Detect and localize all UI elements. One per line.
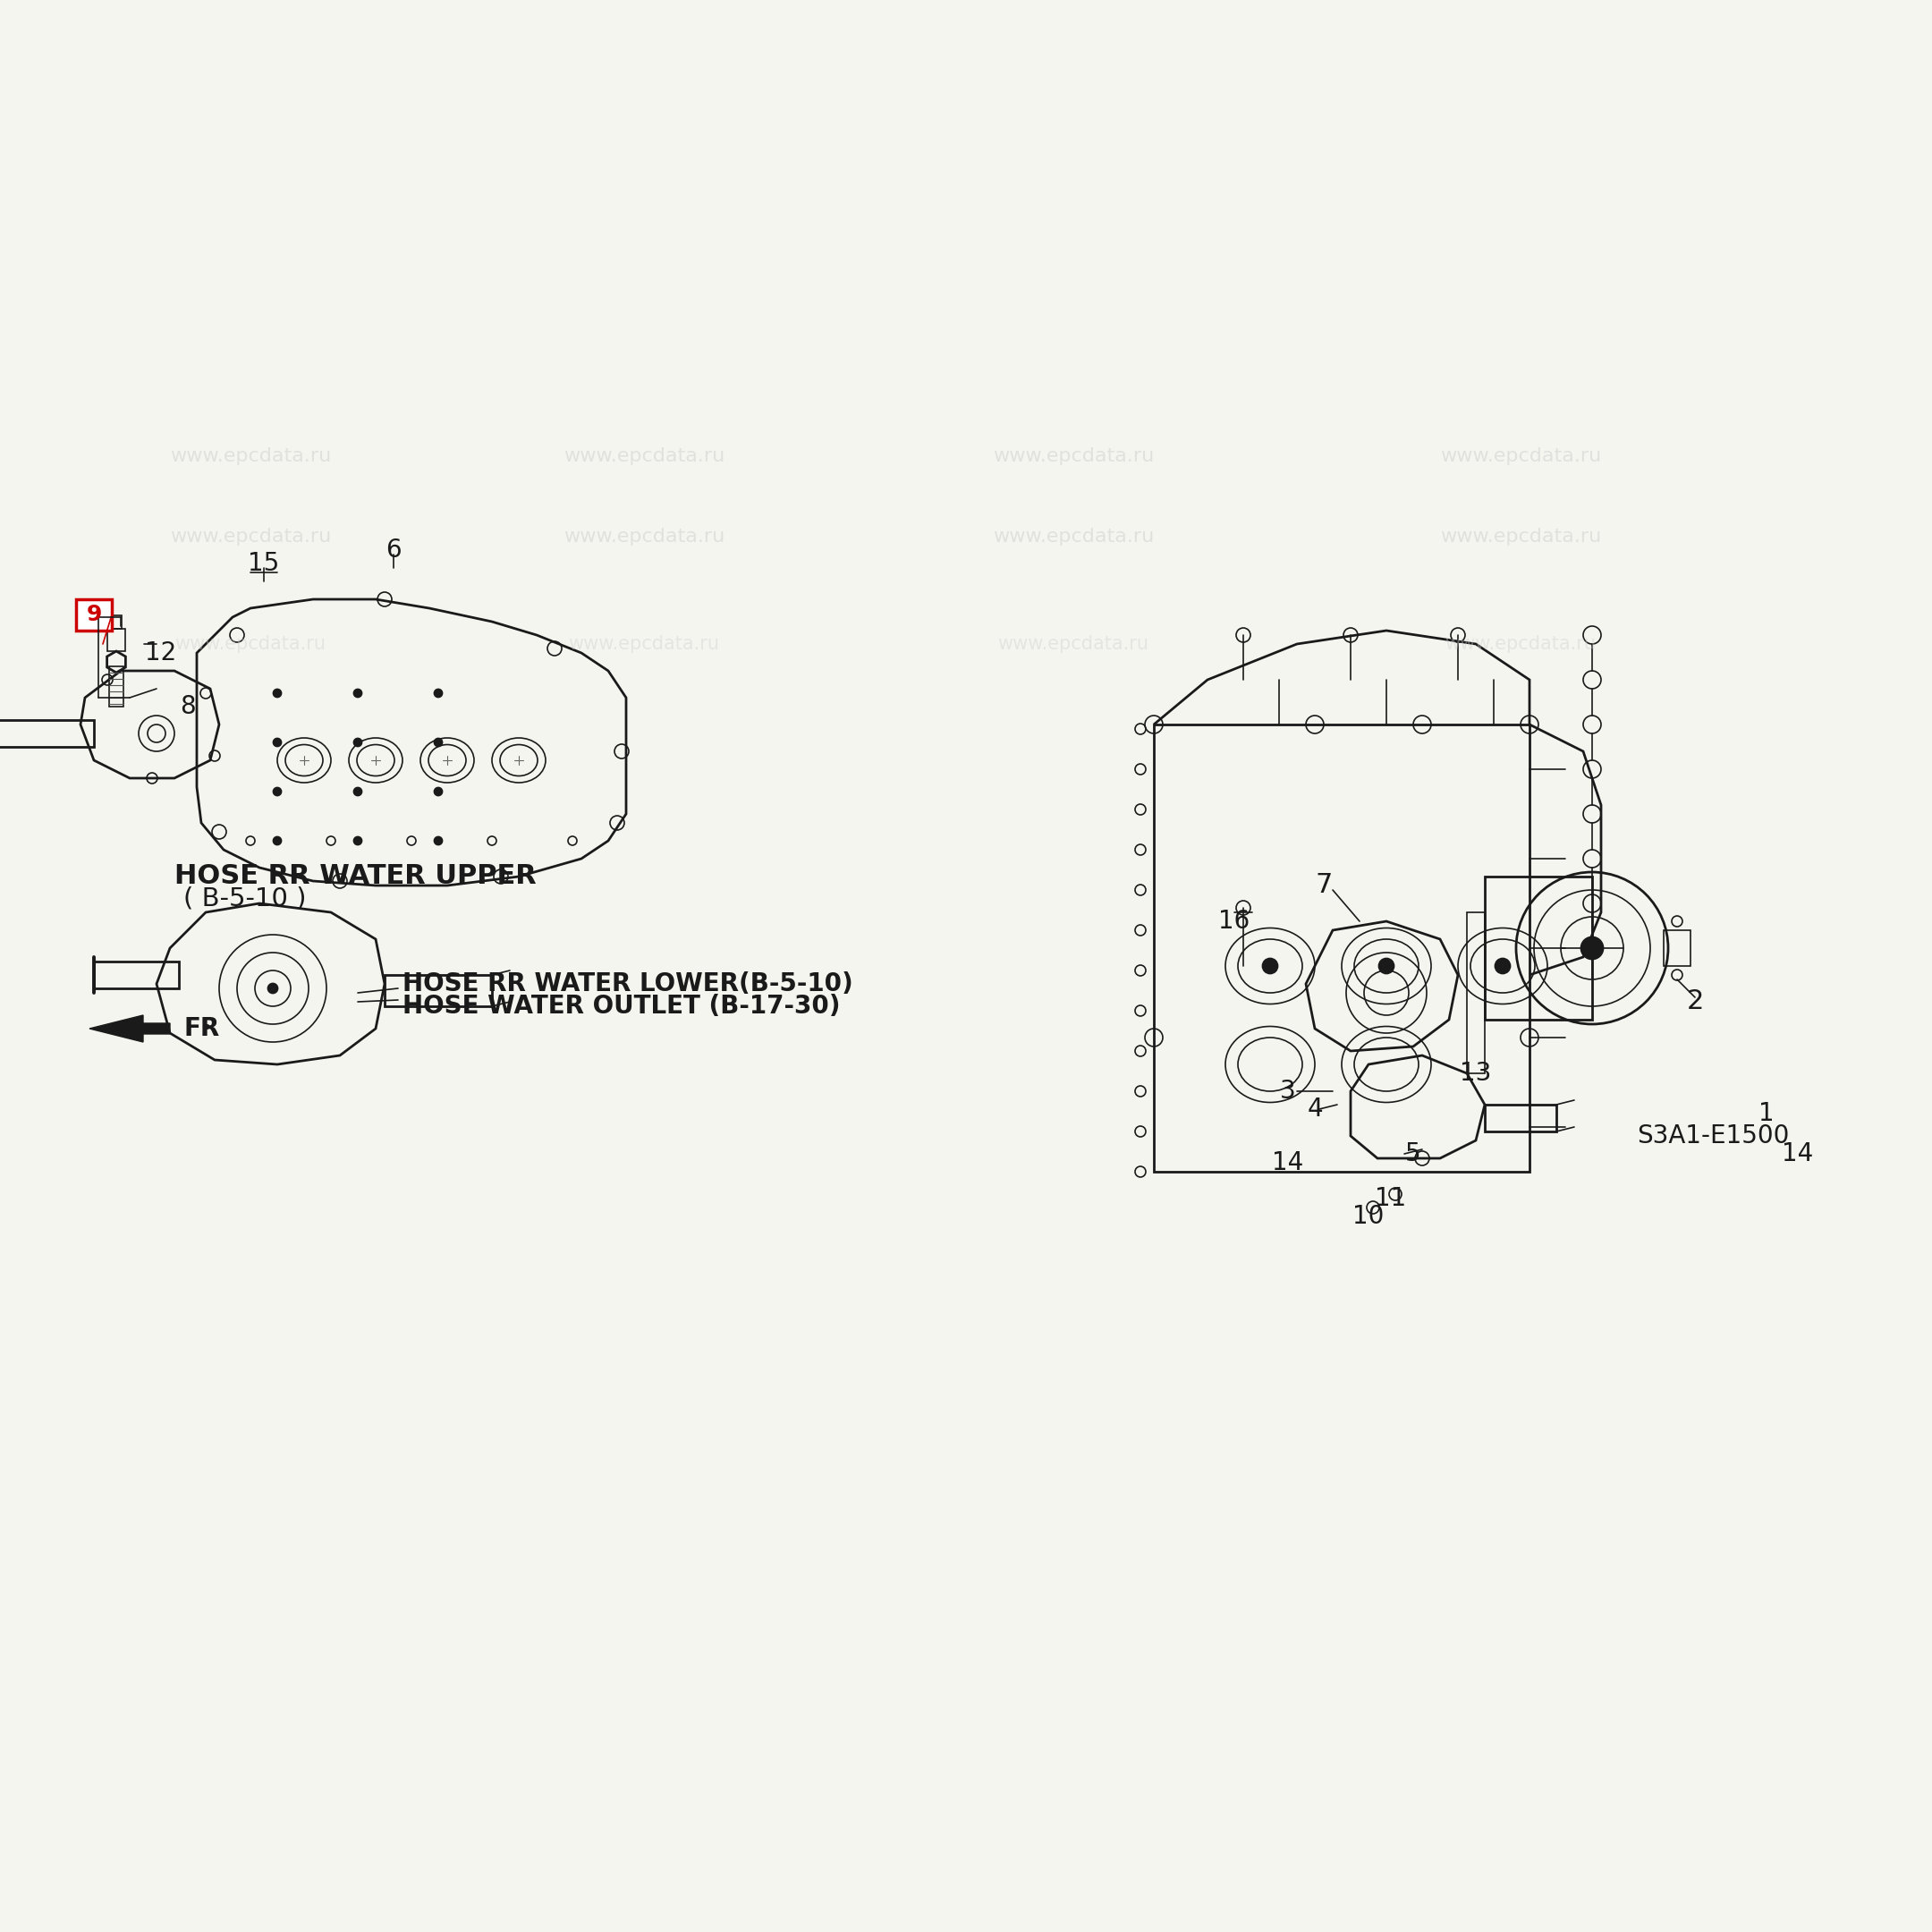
Text: 3: 3 — [1281, 1078, 1296, 1103]
Text: www.epcdata.ru: www.epcdata.ru — [568, 636, 719, 653]
Circle shape — [435, 738, 442, 746]
Circle shape — [1495, 958, 1509, 974]
Text: HOSE WATER OUTLET (B-17-30): HOSE WATER OUTLET (B-17-30) — [402, 993, 840, 1018]
Bar — [0, 721, 95, 748]
Bar — [95, 962, 180, 989]
Text: 9: 9 — [87, 605, 102, 626]
Text: S3A1-E1500: S3A1-E1500 — [1636, 1122, 1789, 1148]
Circle shape — [354, 690, 361, 697]
Text: www.epcdata.ru: www.epcdata.ru — [176, 636, 327, 653]
Text: 14: 14 — [1781, 1142, 1814, 1167]
Circle shape — [274, 690, 280, 697]
Text: 12: 12 — [145, 639, 176, 665]
Bar — [108, 667, 124, 707]
Bar — [75, 599, 112, 630]
Bar — [1466, 912, 1486, 1074]
Circle shape — [354, 837, 361, 844]
Text: 4: 4 — [1306, 1097, 1323, 1122]
Text: www.epcdata.ru: www.epcdata.ru — [564, 446, 724, 466]
Circle shape — [354, 738, 361, 746]
Circle shape — [1582, 937, 1604, 958]
Text: 8: 8 — [180, 694, 195, 719]
Text: HOSE RR WATER UPPER: HOSE RR WATER UPPER — [174, 864, 537, 889]
Circle shape — [274, 738, 280, 746]
Text: 1: 1 — [1758, 1101, 1774, 1126]
Circle shape — [274, 837, 280, 844]
Text: www.epcdata.ru: www.epcdata.ru — [170, 446, 330, 466]
Text: www.epcdata.ru: www.epcdata.ru — [997, 636, 1150, 653]
Circle shape — [1264, 958, 1277, 974]
Bar — [110, 616, 122, 628]
Circle shape — [354, 788, 361, 796]
Text: www.epcdata.ru: www.epcdata.ru — [1445, 636, 1596, 653]
Circle shape — [435, 788, 442, 796]
Text: www.epcdata.ru: www.epcdata.ru — [1439, 527, 1602, 545]
Text: 15: 15 — [247, 551, 280, 576]
Text: 2: 2 — [1687, 989, 1704, 1014]
Text: 6: 6 — [386, 537, 402, 562]
Text: www.epcdata.ru: www.epcdata.ru — [1439, 446, 1602, 466]
Bar — [1153, 724, 1530, 1171]
Polygon shape — [89, 1014, 170, 1041]
Text: www.epcdata.ru: www.epcdata.ru — [993, 527, 1153, 545]
Bar — [384, 976, 493, 1007]
Text: www.epcdata.ru: www.epcdata.ru — [993, 446, 1153, 466]
Text: 5: 5 — [1405, 1142, 1422, 1167]
Circle shape — [435, 690, 442, 697]
Text: www.epcdata.ru: www.epcdata.ru — [564, 527, 724, 545]
Text: HOSE RR WATER LOWER(B-5-10): HOSE RR WATER LOWER(B-5-10) — [402, 972, 854, 997]
Text: ( B-5-10 ): ( B-5-10 ) — [184, 887, 307, 912]
Bar — [1486, 877, 1592, 1020]
Text: 10: 10 — [1352, 1204, 1385, 1229]
Bar — [108, 628, 126, 651]
Text: 14: 14 — [1273, 1150, 1304, 1175]
Circle shape — [1379, 958, 1393, 974]
Bar — [1486, 1105, 1557, 1132]
Circle shape — [435, 837, 442, 844]
Text: 7: 7 — [1316, 873, 1333, 898]
Text: FR: FR — [184, 1016, 220, 1041]
Text: 16: 16 — [1219, 908, 1250, 933]
Circle shape — [274, 788, 280, 796]
Bar — [1663, 929, 1690, 966]
Text: 11: 11 — [1376, 1186, 1406, 1211]
Text: •: • — [201, 1020, 213, 1037]
Circle shape — [269, 983, 278, 993]
Text: 13: 13 — [1461, 1061, 1492, 1086]
Text: www.epcdata.ru: www.epcdata.ru — [170, 527, 330, 545]
